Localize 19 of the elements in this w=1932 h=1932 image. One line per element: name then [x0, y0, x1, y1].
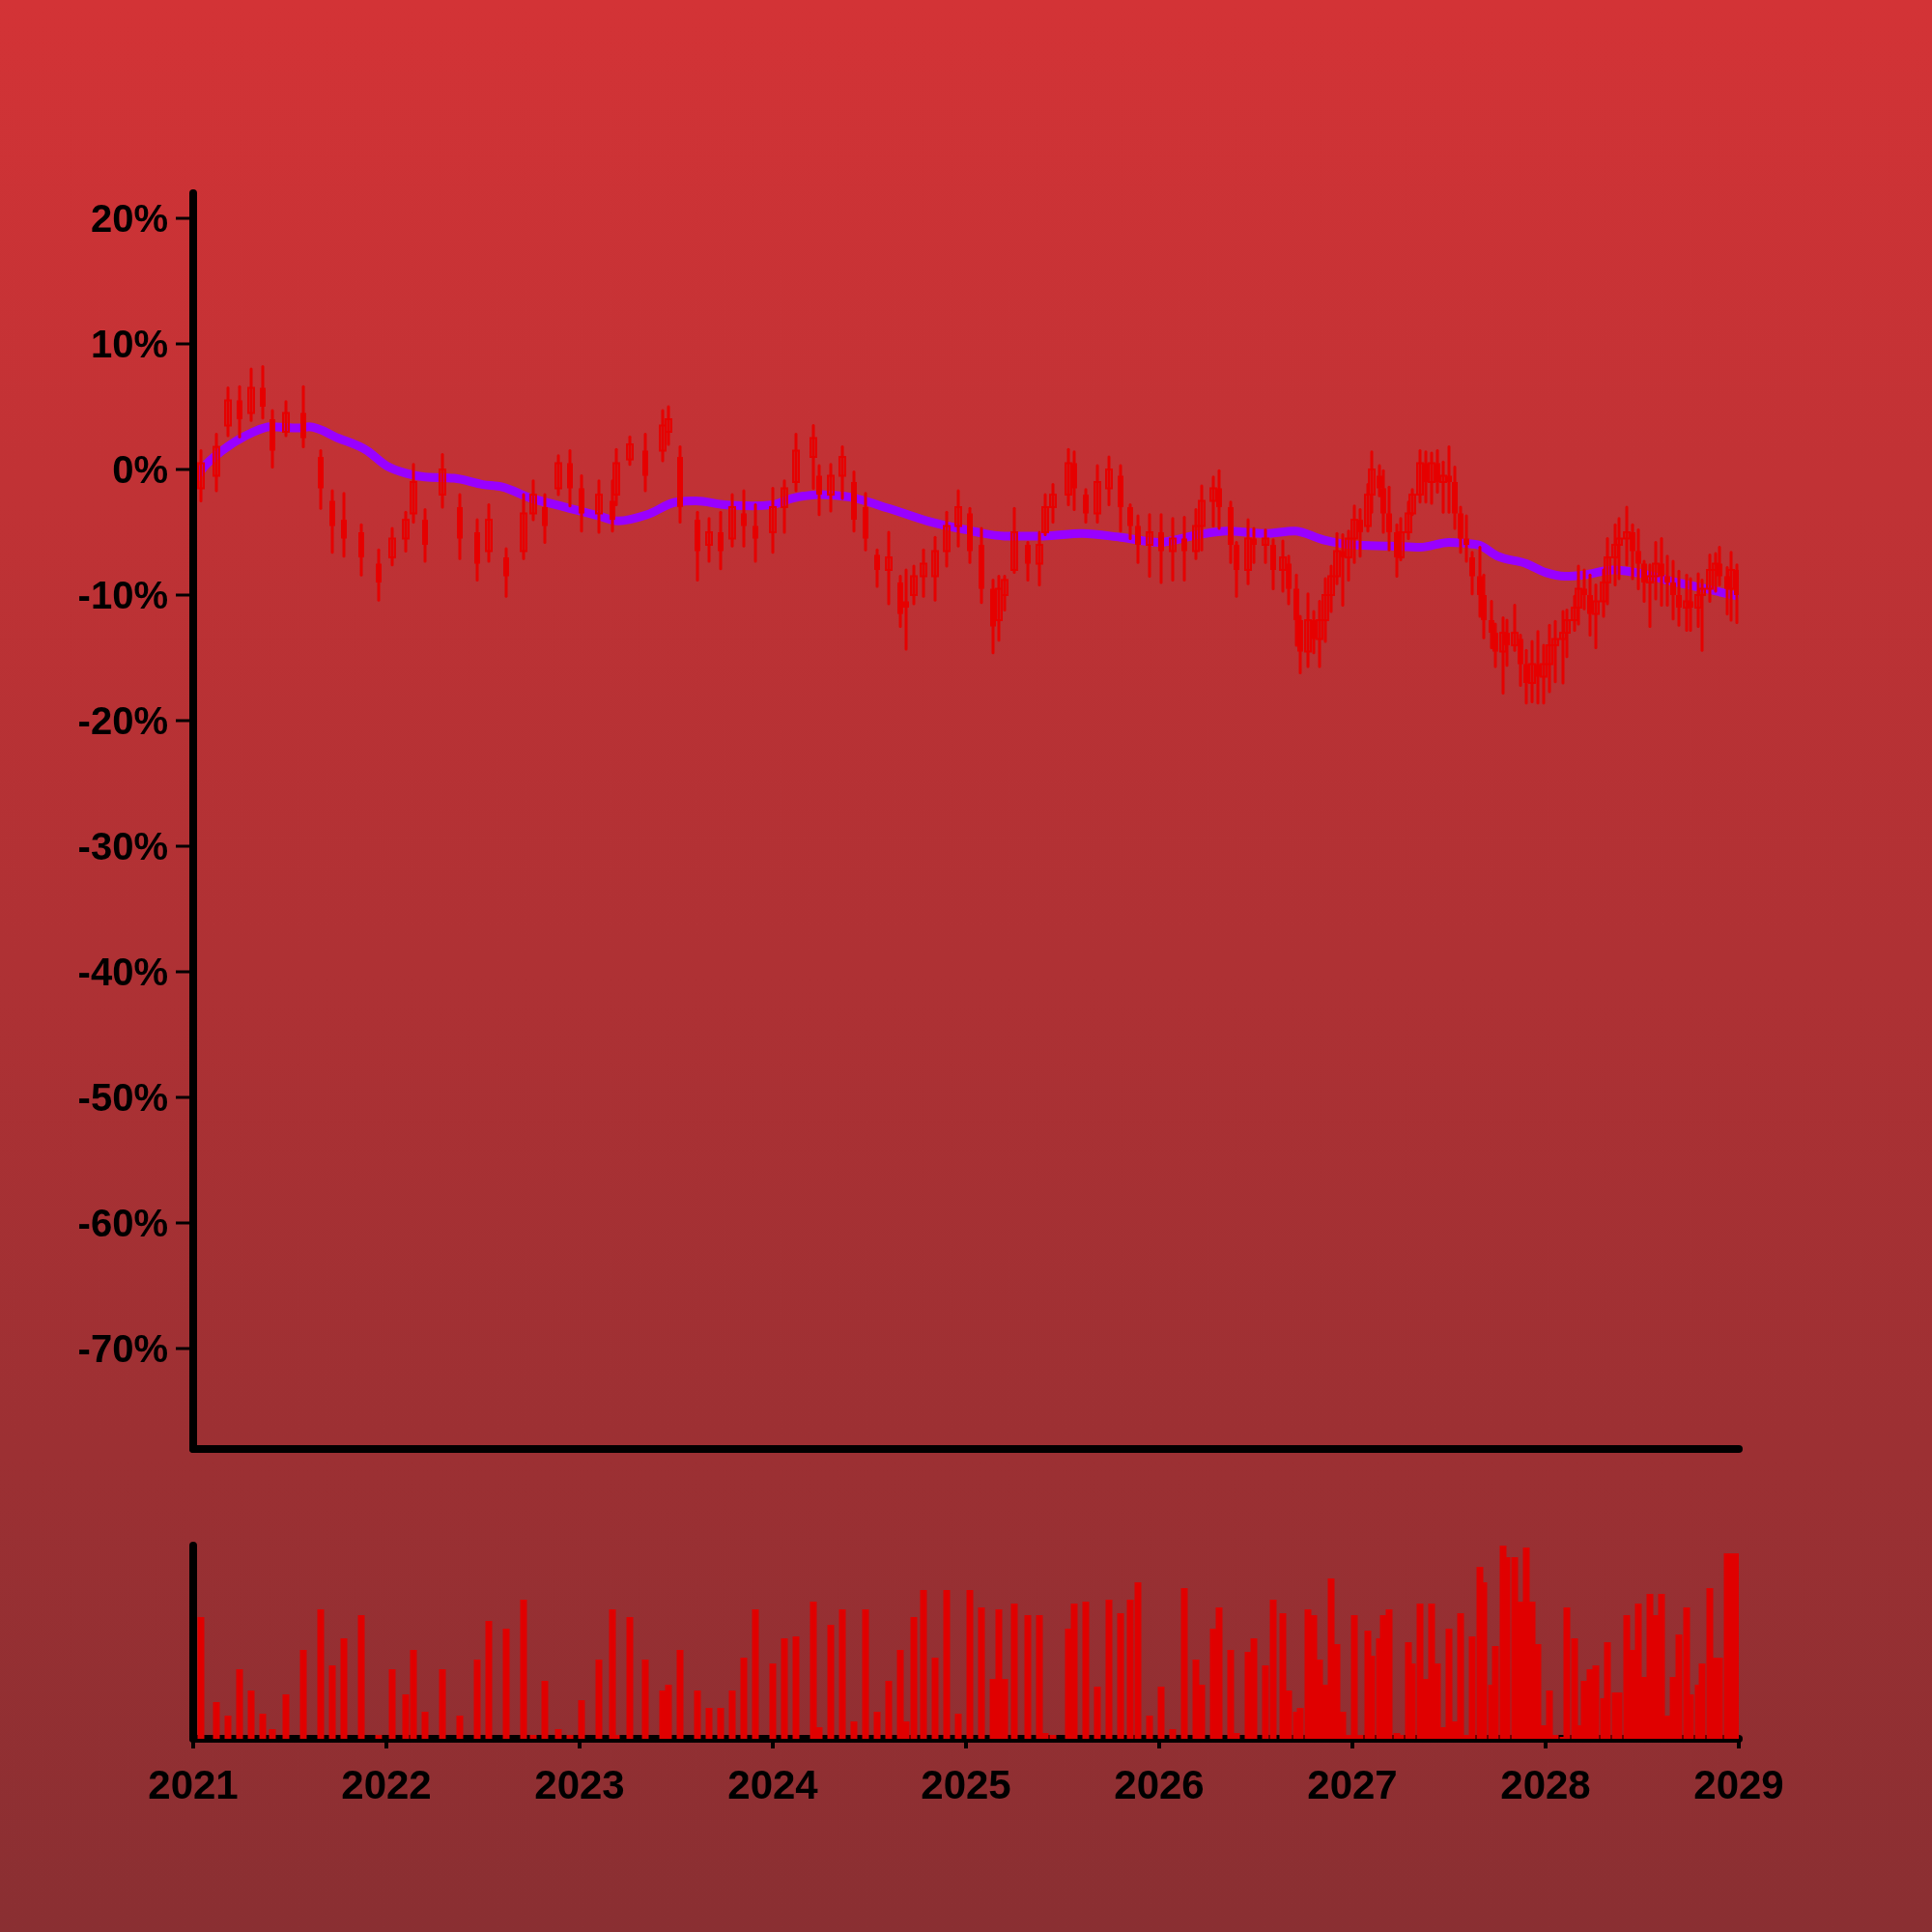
x-tick-label: 2021 — [148, 1761, 239, 1807]
x-tick-label: 2028 — [1500, 1761, 1591, 1807]
y-tick-label: -30% — [77, 825, 168, 868]
y-tick-label: -60% — [77, 1202, 168, 1245]
x-tick-label: 2023 — [534, 1761, 625, 1807]
x-tick-label: 2025 — [921, 1761, 1011, 1807]
y-tick-label: 10% — [90, 323, 168, 366]
y-tick-label: -70% — [77, 1327, 168, 1371]
x-tick-label: 2027 — [1307, 1761, 1398, 1807]
y-tick-label: -50% — [77, 1076, 168, 1120]
y-tick-label: -10% — [77, 574, 168, 617]
x-tick-label: 2024 — [727, 1761, 819, 1807]
y-tick-label: 0% — [112, 448, 168, 492]
y-tick-label: 20% — [90, 197, 168, 241]
y-tick-label: -40% — [77, 951, 168, 994]
x-tick-label: 2026 — [1114, 1761, 1205, 1807]
x-tick-label: 2029 — [1693, 1761, 1784, 1807]
x-tick-label: 2022 — [341, 1761, 432, 1807]
y-tick-label: -20% — [77, 699, 168, 743]
